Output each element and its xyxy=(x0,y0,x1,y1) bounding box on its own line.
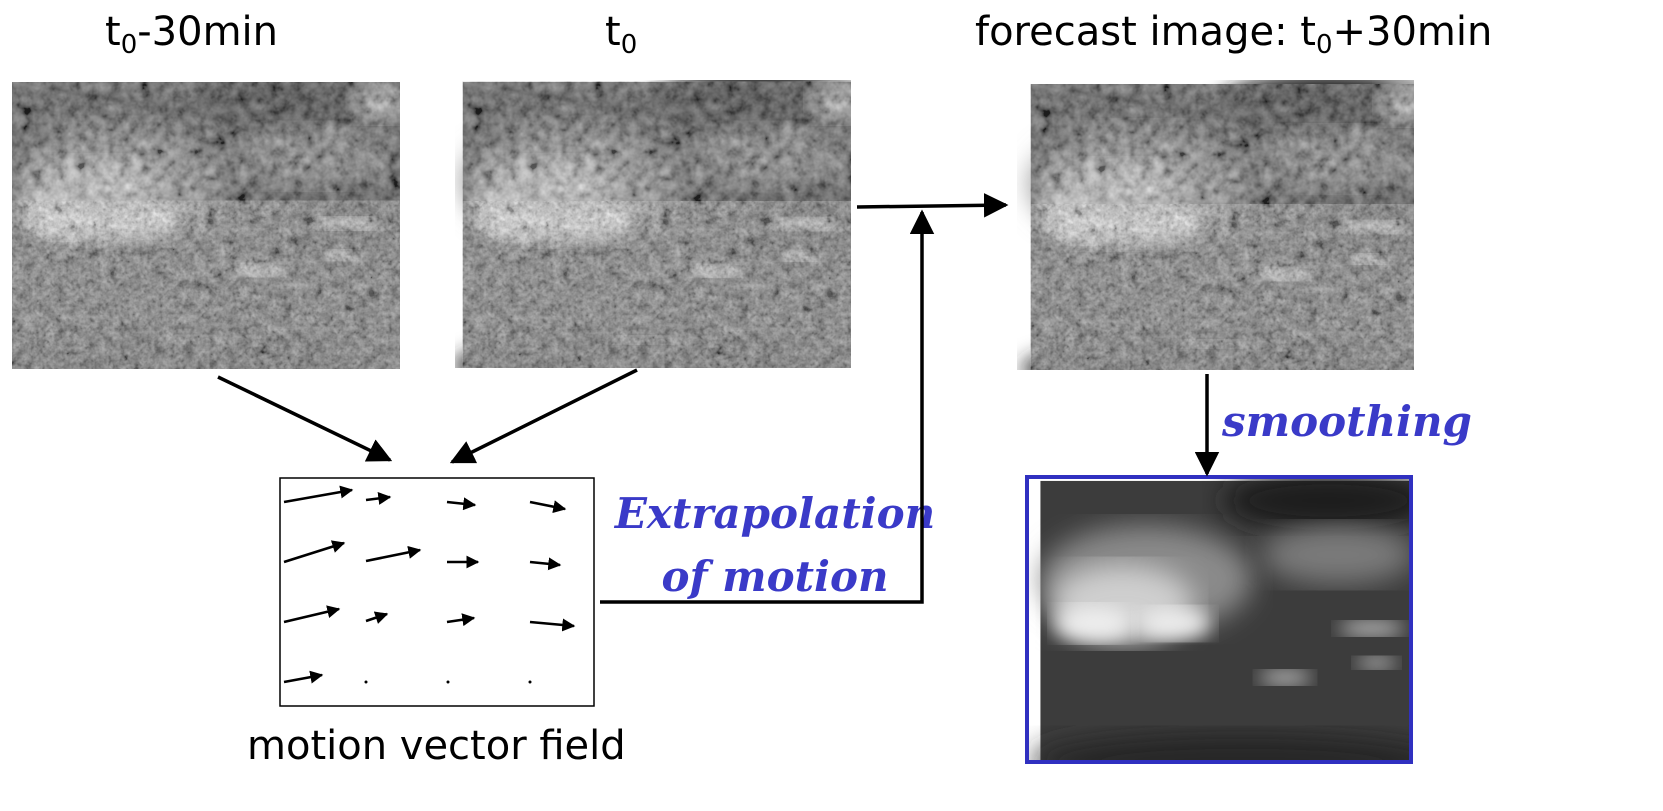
motion-vector xyxy=(529,618,576,632)
extrapolation-label: Extrapolation of motion xyxy=(605,482,945,608)
motion-vector xyxy=(283,605,341,624)
current-frame-label: t0 xyxy=(605,9,638,60)
motion-vector-field-box xyxy=(279,477,595,707)
satellite-image-smoothed xyxy=(1025,475,1413,764)
motion-vector-dot xyxy=(446,680,450,684)
motion-vector-field-label: motion vector field xyxy=(247,723,626,769)
motion-vector-field xyxy=(279,477,595,707)
motion-vector-dot xyxy=(364,680,368,684)
smoothed-image-border xyxy=(1025,475,1413,764)
motion-vector xyxy=(283,670,324,684)
motion-vector xyxy=(529,500,567,514)
satellite-image-t0-minus-30 xyxy=(2,72,429,394)
past-frame-label: t0-30min xyxy=(105,9,278,60)
arrow-vectors-to-extrapolation xyxy=(600,209,935,604)
extrapolation-label-line2: of motion xyxy=(661,552,889,601)
extrapolation-label-line1: Extrapolation xyxy=(614,489,936,538)
motion-vector xyxy=(365,492,392,505)
arrow-current-to-forecast xyxy=(856,193,1009,218)
motion-vector xyxy=(283,540,346,564)
motion-vector xyxy=(446,497,477,511)
motion-vector xyxy=(365,611,389,624)
satellite-image-t0 xyxy=(453,72,889,395)
motion-vector xyxy=(365,545,422,563)
motion-vector xyxy=(283,485,354,504)
motion-vector xyxy=(529,557,562,571)
smoothing-label: smoothing xyxy=(1222,397,1472,446)
forecast-frame-label: forecast image: t0+30min xyxy=(975,9,1493,60)
arrow-past-to-vectors xyxy=(217,375,393,462)
motion-vector xyxy=(446,613,476,627)
arrow-current-to-vectors xyxy=(449,368,638,464)
satellite-image-forecast xyxy=(1021,74,1458,399)
motion-vector-dot xyxy=(528,680,532,684)
